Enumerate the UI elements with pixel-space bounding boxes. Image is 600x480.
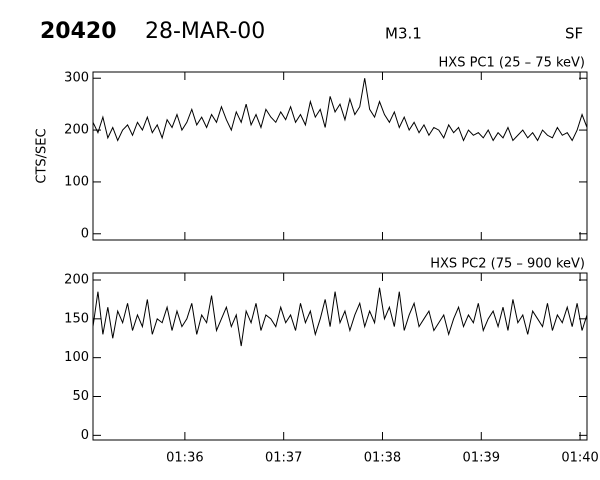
data-line (92, 78, 588, 142)
y-tick-label: 50 (72, 389, 89, 404)
panel-title: HXS PC2 (75 – 900 keV) (430, 257, 585, 272)
flare-type: SF (565, 25, 583, 43)
y-tick-label: 100 (64, 350, 89, 365)
plot-frame (92, 272, 588, 441)
y-tick-label: 0 (81, 226, 89, 241)
y-axis-label: CTS/SEC (35, 128, 50, 183)
y-tick-label: 0 (81, 428, 89, 443)
y-tick-label: 200 (64, 272, 89, 287)
y-tick-label: 200 (64, 123, 89, 138)
x-tick-label: 01:39 (463, 451, 500, 466)
data-line (92, 287, 588, 347)
flare-class: M3.1 (385, 25, 422, 43)
x-tick-label: 01:36 (166, 451, 203, 466)
event-id: 20420 (40, 19, 117, 44)
y-tick-label: 150 (64, 311, 89, 326)
x-tick-label: 01:37 (265, 451, 302, 466)
event-date: 28-MAR-00 (145, 19, 265, 44)
x-tick-label: 01:38 (364, 451, 401, 466)
x-tick-label: 01:40 (561, 451, 598, 466)
y-tick-label: 300 (64, 71, 89, 86)
plot-frame (92, 71, 588, 241)
y-tick-label: 100 (64, 174, 89, 189)
panel-title: HXS PC1 (25 – 75 keV) (439, 56, 585, 71)
